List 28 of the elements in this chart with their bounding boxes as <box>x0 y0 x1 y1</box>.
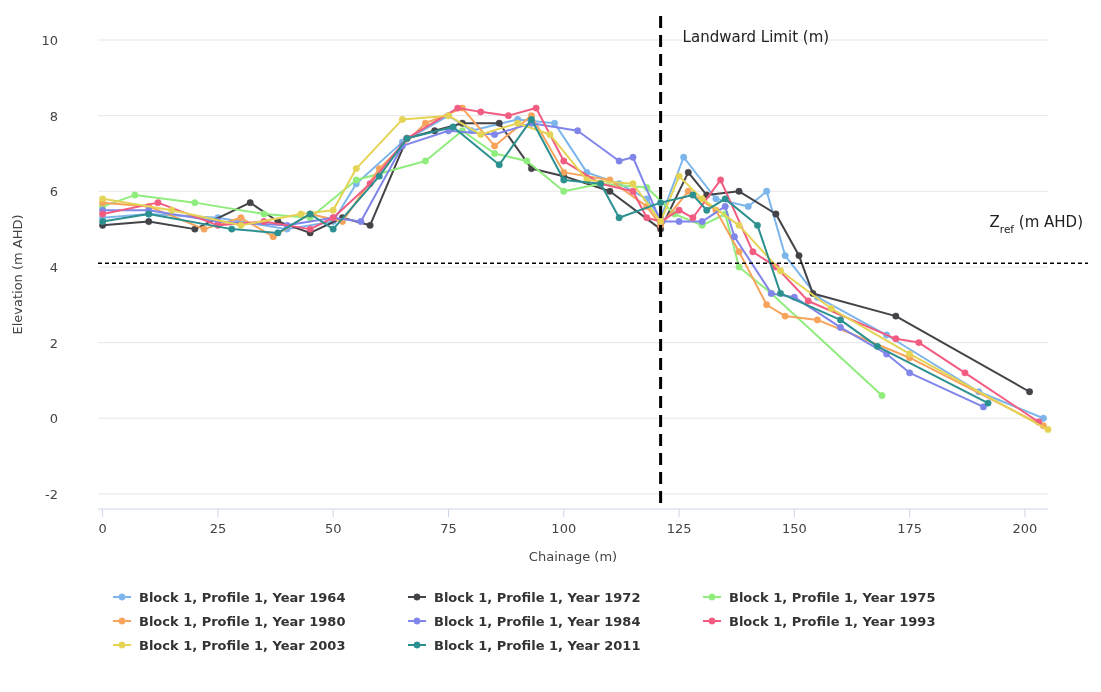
legend-label: Block 1, Profile 1, Year 1993 <box>729 614 936 629</box>
legend-label: Block 1, Profile 1, Year 2003 <box>139 638 346 653</box>
legend-label: Block 1, Profile 1, Year 1984 <box>434 614 641 629</box>
y-tick-label: 6 <box>49 184 58 200</box>
legend-label: Block 1, Profile 1, Year 1964 <box>139 590 346 605</box>
y-tick-label: 2 <box>49 335 58 351</box>
x-tick-label: 100 <box>551 521 577 536</box>
legend-label: Block 1, Profile 1, Year 1975 <box>729 590 936 605</box>
y-tick-label: 4 <box>49 259 58 275</box>
x-tick-label: 75 <box>440 521 457 536</box>
legend-label: Block 1, Profile 1, Year 1980 <box>139 614 346 629</box>
x-axis-title: Chainage (m) <box>528 549 618 564</box>
x-tick-label: 25 <box>209 521 227 536</box>
x-tick-label: 175 <box>897 521 923 536</box>
legend-label: Block 1, Profile 1, Year 2011 <box>434 638 641 653</box>
x-tick-label: 125 <box>666 521 692 536</box>
ref-line-label: Landward Limit (m) <box>682 28 830 46</box>
y-axis-title: Elevation (m AHD) <box>10 214 25 335</box>
y-tick-label: 10 <box>41 33 58 48</box>
x-tick-label: 200 <box>1012 521 1038 536</box>
x-tick-label: 150 <box>781 521 807 536</box>
x-tick-label: 50 <box>324 521 342 536</box>
ref-line-label: Z$_{ref}$ (m AHD) <box>989 213 1083 236</box>
y-tick-label: 8 <box>49 108 58 124</box>
y-tick-label: -2 <box>45 486 58 502</box>
legend-label: Block 1, Profile 1, Year 1972 <box>434 590 641 605</box>
y-tick-label: 0 <box>49 411 58 427</box>
x-tick-label: 0 <box>98 521 107 536</box>
